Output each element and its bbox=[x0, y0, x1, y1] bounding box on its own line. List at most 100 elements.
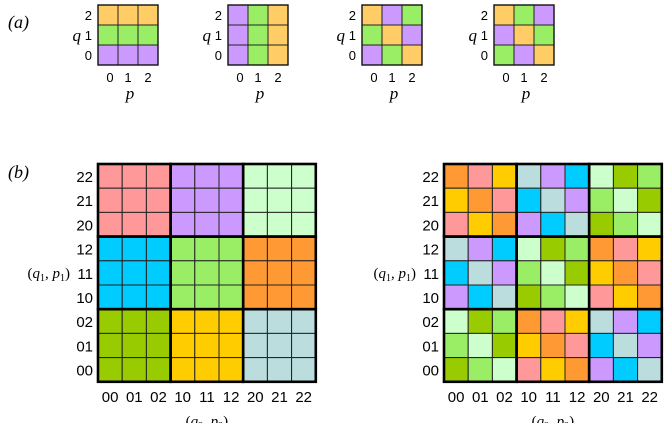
x-axis-label: (q2, p2) bbox=[186, 414, 229, 423]
cell-2-0 bbox=[443, 211, 469, 238]
cell-0-6 bbox=[588, 163, 614, 189]
cell-2-3 bbox=[516, 211, 542, 238]
cell-2-5 bbox=[218, 211, 244, 238]
cell-2-2 bbox=[491, 211, 518, 238]
q-tick: 2 bbox=[85, 8, 92, 23]
p-axis-label: p bbox=[255, 84, 265, 103]
row-tick: 20 bbox=[422, 217, 439, 234]
cell-8-7 bbox=[266, 357, 293, 383]
cell-5-4 bbox=[194, 284, 220, 310]
col-tick: 01 bbox=[472, 389, 489, 406]
q-axis-label: q bbox=[469, 26, 478, 45]
cell-1-2 bbox=[401, 24, 423, 46]
cell-7-5 bbox=[564, 332, 590, 359]
cell-7-7 bbox=[612, 332, 639, 359]
row-tick: 21 bbox=[76, 193, 93, 210]
cell-2-2 bbox=[267, 44, 289, 66]
col-tick: 00 bbox=[102, 389, 119, 406]
cell-3-7 bbox=[612, 236, 639, 262]
col-tick: 10 bbox=[174, 389, 191, 406]
p-tick: 0 bbox=[502, 70, 509, 85]
cell-3-3 bbox=[516, 236, 542, 262]
block-border bbox=[241, 307, 318, 384]
q-tick: 0 bbox=[85, 48, 92, 63]
cell-8-1 bbox=[121, 357, 147, 383]
col-tick: 10 bbox=[520, 389, 537, 406]
cell-4-4 bbox=[194, 260, 220, 286]
col-tick: 20 bbox=[247, 389, 264, 406]
cell-7-3 bbox=[170, 332, 196, 359]
cell-2-1 bbox=[247, 44, 269, 66]
cell-4-1 bbox=[121, 260, 147, 286]
cell-0-0 bbox=[361, 4, 383, 26]
q-tick: 2 bbox=[215, 8, 222, 23]
cell-4-4 bbox=[540, 260, 566, 286]
col-tick: 21 bbox=[271, 389, 288, 406]
cell-2-5 bbox=[564, 211, 590, 238]
grid-border bbox=[97, 4, 159, 66]
p-tick: 2 bbox=[540, 70, 547, 85]
cell-6-0 bbox=[443, 308, 469, 334]
col-tick: 22 bbox=[641, 389, 658, 406]
q-tick: 1 bbox=[85, 28, 92, 43]
cell-4-3 bbox=[170, 260, 196, 286]
cell-2-0 bbox=[493, 44, 515, 66]
cell-5-0 bbox=[97, 284, 123, 310]
cell-3-6 bbox=[588, 236, 614, 262]
cell-4-2 bbox=[491, 260, 518, 286]
cell-8-4 bbox=[540, 357, 566, 383]
cell-8-2 bbox=[491, 357, 518, 383]
cell-4-8 bbox=[291, 260, 317, 286]
cell-2-1 bbox=[381, 44, 403, 66]
grid-border bbox=[361, 4, 423, 66]
col-tick: 11 bbox=[199, 389, 215, 406]
p-axis-label: p bbox=[521, 84, 531, 103]
row-tick: 22 bbox=[76, 169, 93, 186]
cell-5-4 bbox=[540, 284, 566, 310]
p-tick: 1 bbox=[520, 70, 527, 85]
row-tick: 00 bbox=[76, 363, 93, 380]
cell-0-2 bbox=[533, 4, 555, 26]
cell-8-0 bbox=[97, 357, 123, 383]
cell-2-8 bbox=[291, 211, 317, 238]
cell-5-2 bbox=[491, 284, 518, 310]
p-axis-label: p bbox=[389, 84, 399, 103]
cell-6-1 bbox=[121, 308, 147, 334]
y-axis-label: (q1, p1) bbox=[374, 266, 417, 284]
cell-1-0 bbox=[97, 24, 119, 46]
cell-0-0 bbox=[227, 4, 249, 26]
cell-8-0 bbox=[443, 357, 469, 383]
cell-2-0 bbox=[97, 211, 123, 238]
cell-2-7 bbox=[266, 211, 293, 238]
cell-0-0 bbox=[97, 4, 119, 26]
cell-6-2 bbox=[491, 308, 518, 334]
col-tick: 20 bbox=[593, 389, 610, 406]
cell-2-6 bbox=[242, 211, 268, 238]
cell-7-6 bbox=[242, 332, 268, 359]
cell-5-8 bbox=[291, 284, 317, 310]
cell-3-6 bbox=[242, 236, 268, 262]
cell-7-8 bbox=[291, 332, 317, 359]
cell-3-5 bbox=[218, 236, 244, 262]
cell-0-2 bbox=[401, 4, 423, 26]
cell-2-1 bbox=[467, 211, 493, 238]
cell-0-1 bbox=[117, 4, 139, 26]
cell-1-2 bbox=[533, 24, 555, 46]
cell-1-1 bbox=[513, 24, 535, 46]
col-tick: 00 bbox=[448, 389, 465, 406]
q-axis-label: q bbox=[73, 26, 82, 45]
cell-6-7 bbox=[612, 308, 639, 334]
cell-0-3 bbox=[516, 163, 542, 189]
cell-0-0 bbox=[443, 163, 469, 189]
row-tick: 12 bbox=[76, 242, 93, 259]
cell-7-3 bbox=[516, 332, 542, 359]
q-tick: 2 bbox=[481, 8, 488, 23]
cell-0-6 bbox=[242, 163, 268, 189]
col-tick: 21 bbox=[617, 389, 634, 406]
cell-5-3 bbox=[170, 284, 196, 310]
p-tick: 0 bbox=[106, 70, 113, 85]
cell-1-0 bbox=[97, 187, 123, 213]
cell-1-1 bbox=[381, 24, 403, 46]
